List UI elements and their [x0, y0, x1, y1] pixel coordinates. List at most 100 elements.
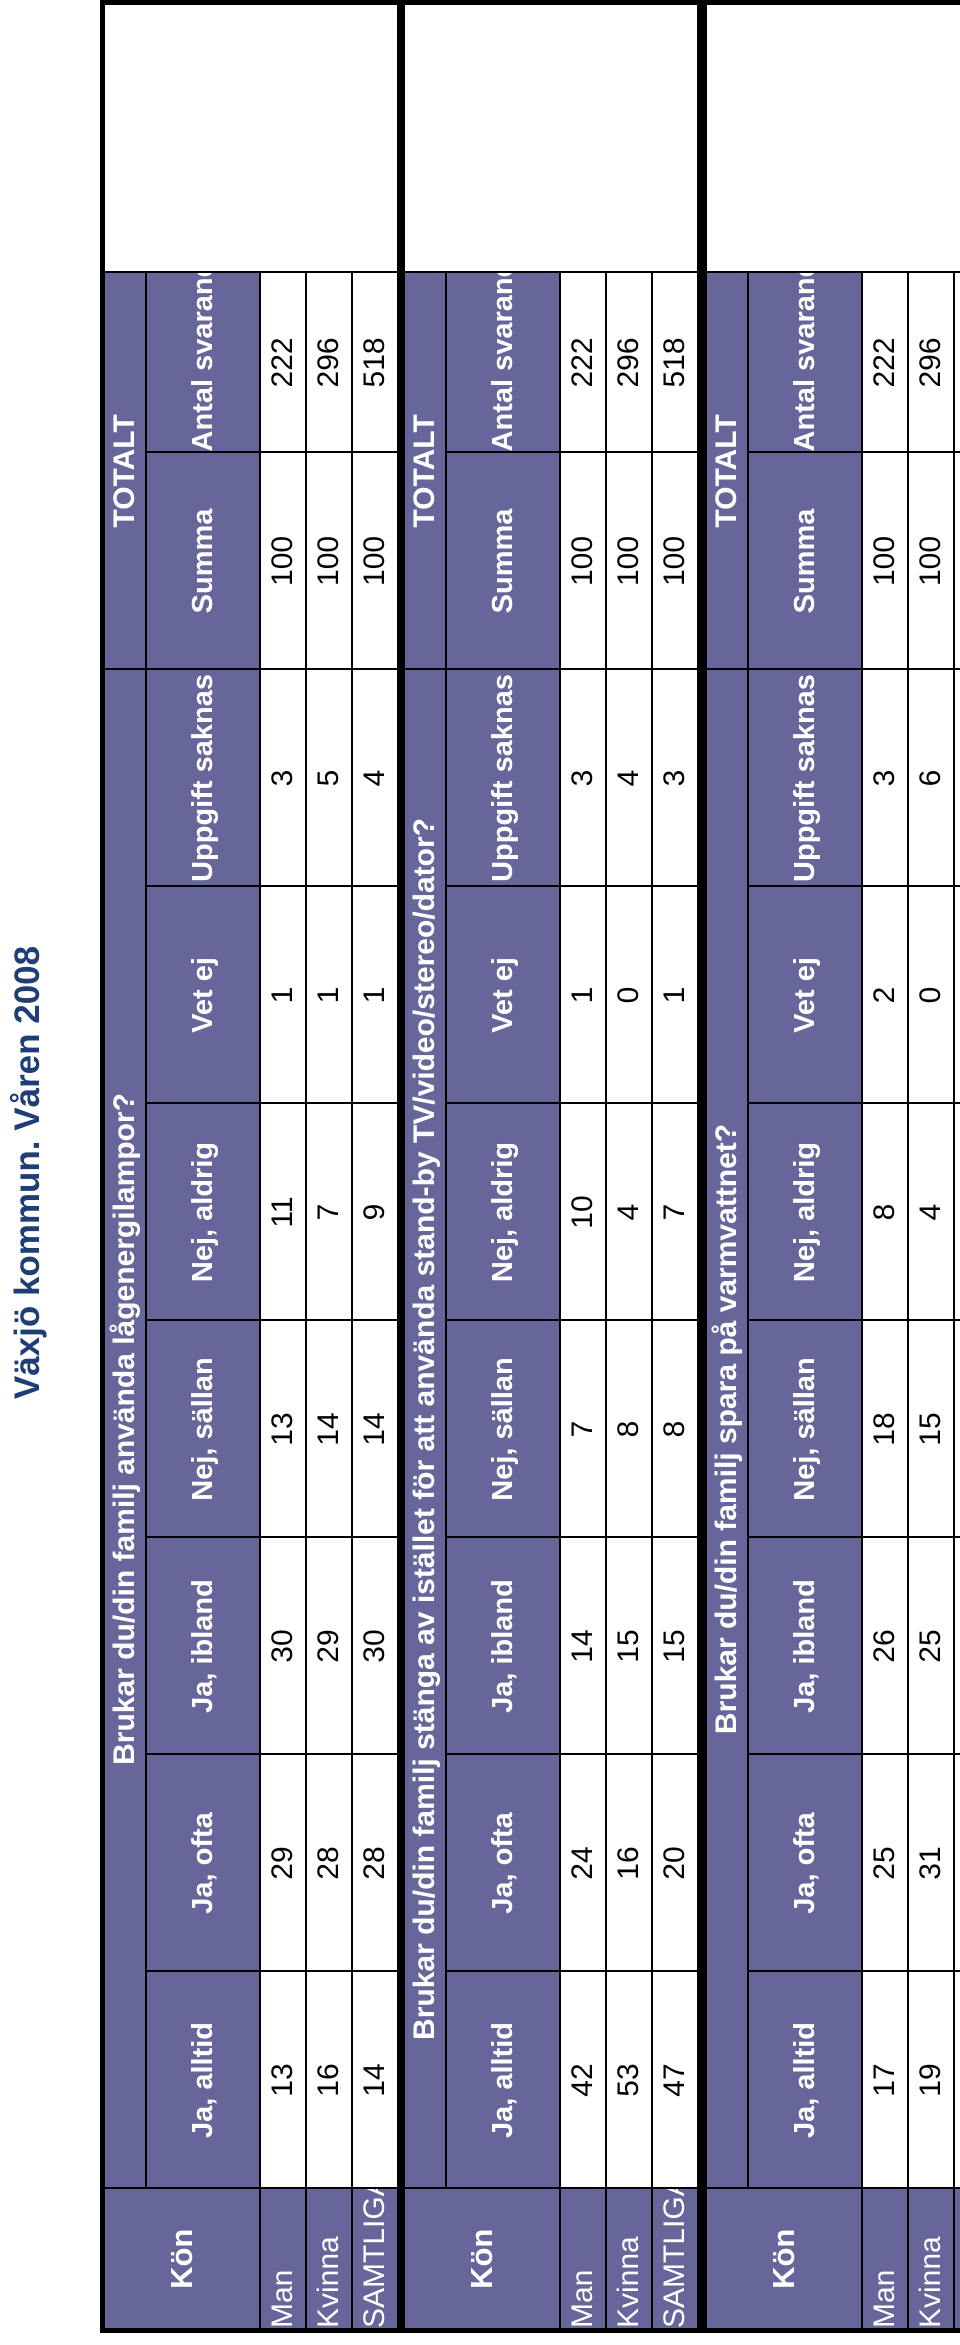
value-cell: 16 [606, 1754, 652, 1972]
value-cell: 13 [260, 1320, 306, 1538]
column-header: Nej, aldrig [146, 1103, 260, 1321]
value-cell: 11 [260, 1103, 306, 1321]
column-header: Antal svarande [146, 272, 260, 453]
value-cell: 100 [954, 452, 960, 670]
table-row: Man 42 24 14 7 10 1 3 100 222 [560, 2, 606, 2331]
value-cell: 100 [352, 452, 400, 670]
column-header: Nej, aldrig [748, 1103, 862, 1321]
value-cell: 1 [306, 886, 352, 1104]
value-cell: 1 [652, 886, 700, 1104]
value-cell: 17 [862, 1971, 908, 2189]
question-header: Brukar du/din familj spara på varmvattne… [704, 669, 748, 2189]
table-row: Kvinna 19 31 25 15 4 0 6 100 296 [908, 3, 954, 2331]
value-cell: 0 [908, 886, 954, 1104]
column-header: Ja, ibland [748, 1537, 862, 1755]
value-cell: 1 [260, 886, 306, 1104]
row-label: SAMTLIGA [652, 2188, 700, 2331]
value-cell: 0 [606, 886, 652, 1104]
value-cell: 15 [652, 1537, 700, 1755]
value-cell: 30 [260, 1537, 306, 1755]
value-cell: 222 [260, 272, 306, 453]
value-cell: 25 [954, 1537, 960, 1755]
value-cell: 3 [260, 669, 306, 887]
total-header: TOTALT [102, 272, 146, 670]
table-row: Man 17 25 26 18 8 2 3 100 222 [862, 3, 908, 2331]
column-header: Nej, sällan [446, 1320, 560, 1538]
survey-table: Kön Brukar du/din familj stänga av iställ… [400, 0, 702, 2333]
column-header: Summa [748, 452, 862, 670]
value-cell: 222 [862, 272, 908, 453]
value-cell: 14 [306, 1320, 352, 1538]
value-cell: 28 [352, 1754, 400, 1972]
value-cell: 222 [560, 272, 606, 453]
value-cell: 9 [352, 1103, 400, 1321]
value-cell: 4 [606, 669, 652, 887]
value-cell: 25 [908, 1537, 954, 1755]
value-cell: 18 [954, 1971, 960, 2189]
value-cell: 31 [908, 1754, 954, 1972]
value-cell: 28 [954, 1754, 960, 1972]
column-header: Uppgift saknas [146, 669, 260, 887]
total-header: TOTALT [704, 272, 748, 670]
value-cell: 296 [606, 272, 652, 453]
row-label: Kvinna [908, 2188, 954, 2331]
row-label: Man [862, 2188, 908, 2331]
value-cell: 25 [862, 1754, 908, 1972]
table-row: SAMTLIGA18282517614100518 [954, 3, 960, 2331]
value-cell: 42 [560, 1971, 606, 2189]
table-row: Man 13 29 30 13 11 1 3 100 222 [260, 2, 306, 2331]
value-cell: 100 [606, 452, 652, 670]
column-header: Vet ej [146, 886, 260, 1104]
value-cell: 6 [908, 669, 954, 887]
value-cell: 24 [560, 1754, 606, 1972]
total-header: TOTALT [402, 272, 446, 670]
value-cell: 4 [352, 669, 400, 887]
kon-header: Kön [704, 2188, 862, 2331]
column-header: Vet ej [748, 886, 862, 1104]
row-label: Kvinna [606, 2188, 652, 2331]
row-label: Man [560, 2188, 606, 2331]
value-cell: 20 [652, 1754, 700, 1972]
value-cell: 7 [652, 1103, 700, 1321]
column-header: Summa [146, 452, 260, 670]
value-cell: 13 [260, 1971, 306, 2189]
value-cell: 296 [908, 272, 954, 453]
column-header: Nej, sällan [146, 1320, 260, 1538]
value-cell: 100 [560, 452, 606, 670]
value-cell: 518 [954, 272, 960, 453]
value-cell: 29 [306, 1537, 352, 1755]
row-label: Kvinna [306, 2188, 352, 2331]
value-cell: 518 [352, 272, 400, 453]
column-header: Antal svarande [446, 272, 560, 453]
question-header: Brukar du/din familj använda lågenergila… [102, 669, 146, 2189]
value-cell: 8 [652, 1320, 700, 1538]
value-cell: 4 [954, 669, 960, 887]
value-cell: 14 [352, 1320, 400, 1538]
table-row: Kvinna 16 28 29 14 7 1 5 100 296 [306, 2, 352, 2331]
value-cell: 30 [352, 1537, 400, 1755]
value-cell: 100 [306, 452, 352, 670]
value-cell: 3 [862, 669, 908, 887]
page-title: Växjö kommun. Våren 2008 [8, 945, 47, 1400]
value-cell: 5 [306, 669, 352, 887]
value-cell: 19 [908, 1971, 954, 2189]
value-cell: 518 [652, 272, 700, 453]
value-cell: 14 [560, 1537, 606, 1755]
column-header: Nej, sällan [748, 1320, 862, 1538]
column-header: Uppgift saknas [748, 669, 862, 887]
value-cell: 16 [306, 1971, 352, 2189]
column-header: Uppgift saknas [446, 669, 560, 887]
survey-table: Kön Brukar du/din familj använda lågenerg… [100, 0, 402, 2333]
column-header: Ja, ofta [446, 1754, 560, 1972]
column-header: Antal svarande [748, 272, 862, 453]
value-cell: 28 [306, 1754, 352, 1972]
column-header: Ja, ibland [446, 1537, 560, 1755]
value-cell: 53 [606, 1971, 652, 2189]
value-cell: 15 [908, 1320, 954, 1538]
table-row: SAMTLIGA 47 20 15 8 7 1 3 100 518 [652, 2, 700, 2331]
value-cell: 1 [352, 886, 400, 1104]
column-header: Ja, alltid [146, 1971, 260, 2189]
value-cell: 4 [908, 1103, 954, 1321]
value-cell: 100 [260, 452, 306, 670]
